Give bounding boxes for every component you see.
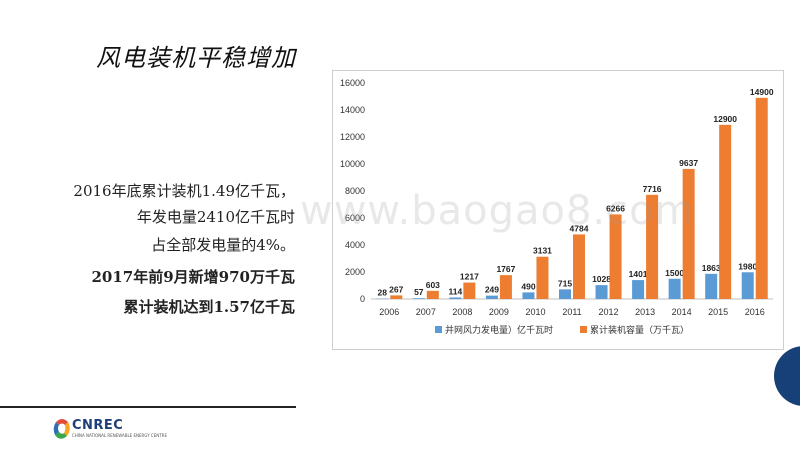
bar-generation [632,280,645,299]
bar-generation [485,295,498,299]
x-tick-label: 2016 [745,307,765,317]
legend-swatch [435,326,442,333]
bar-generation [741,272,754,299]
wind-power-bar-chart: 0 2000 4000 6000 8000 10000 12000 14000 16000 200… [340,78,774,336]
bar-capacity [573,234,585,299]
data-label-generation: 490 [521,281,535,291]
data-label-generation: 1500 [665,268,684,278]
decorative-circle [774,346,800,406]
bar-capacity [719,124,732,299]
data-label-generation: 249 [485,285,499,295]
data-label-generation: 715 [558,278,572,288]
bar-capacity [390,295,403,299]
x-tick-label: 2011 [562,307,581,317]
data-label-capacity: 4784 [570,223,589,233]
x-tick-label: 2014 [672,307,692,317]
x-tick-label: 2006 [379,307,399,317]
summary-line-2: 年发电量2410亿千瓦时 [136,208,295,226]
bar-generation [668,278,681,299]
data-label-capacity: 267 [389,284,403,294]
bar-capacity [682,168,695,299]
summary-line-5: 累计装机达到1.57亿千瓦 [123,298,295,316]
x-tick-label: 2012 [599,307,619,317]
x-tick-label: 2008 [452,307,472,317]
x-tick-label: 2015 [708,307,728,317]
bar-generation [595,285,608,299]
bar-capacity [755,97,768,299]
legend-label: 累计装机容量（万千瓦） [590,324,689,336]
bar-generation [449,297,462,299]
y-tick-label: 0 [360,294,365,304]
x-tick-label: 2013 [635,307,655,317]
data-label-capacity: 1767 [496,264,515,274]
summary-line-4: 2017年前9月新增970万千瓦 [91,268,296,286]
bar-capacity [463,282,476,299]
logo-subtitle: CHINA NATIONAL RENEWABLE ENERGY CENTRE [72,433,167,438]
x-tick-label: 2009 [489,307,509,317]
data-label-generation: 1980 [738,261,757,271]
data-label-capacity: 603 [426,280,440,290]
y-tick-label: 2000 [345,267,365,277]
y-tick-label: 4000 [345,240,365,250]
bar-generation [412,298,425,299]
y-tick-label: 16000 [340,78,365,88]
x-tick-label: 2010 [525,307,545,317]
data-label-generation: 1863 [702,263,721,273]
chart-frame: 0 2000 4000 6000 8000 10000 12000 14000 16000 200… [332,70,784,350]
bar-capacity [426,290,439,299]
bar-capacity [646,194,659,299]
divider-line [0,406,296,408]
data-label-generation: 114 [449,286,463,296]
bar-generation [559,289,571,299]
summary-line-1: 2016年底累计装机1.49亿千瓦， [73,182,295,200]
y-tick-label: 10000 [340,159,365,169]
watermark: www.baogao8.com [300,188,695,234]
data-label-capacity: 12900 [713,114,737,124]
bar-capacity [609,214,622,299]
y-tick-label: 6000 [345,213,365,223]
legend-swatch [580,326,587,333]
bar-capacity [499,275,512,299]
x-tick-label: 2007 [416,307,436,317]
y-tick-label: 14000 [340,105,365,115]
legend-label: 并网风力发电量）亿千瓦时 [445,324,553,336]
summary-line-3: 占全部发电量的4%。 [151,236,295,254]
bar-generation [705,273,718,299]
logo-name: CNREC [72,418,124,433]
slide-title: 风电装机平稳增加 [96,44,296,72]
data-label-capacity: 7716 [643,184,662,194]
bar-generation [522,292,535,299]
data-label-capacity: 3131 [533,246,552,256]
data-label-capacity: 1217 [460,272,479,282]
data-label-generation: 1028 [592,274,611,284]
y-tick-label: 12000 [340,132,365,142]
logo-icon [53,419,70,439]
data-label-capacity: 6266 [606,203,625,213]
bar-capacity [536,256,549,299]
data-label-capacity: 9637 [679,158,698,168]
data-label-generation: 28 [378,288,388,298]
data-label-capacity: 14900 [750,87,774,97]
data-label-generation: 1401 [629,269,648,279]
data-label-generation: 57 [414,287,424,297]
y-tick-label: 8000 [345,186,365,196]
